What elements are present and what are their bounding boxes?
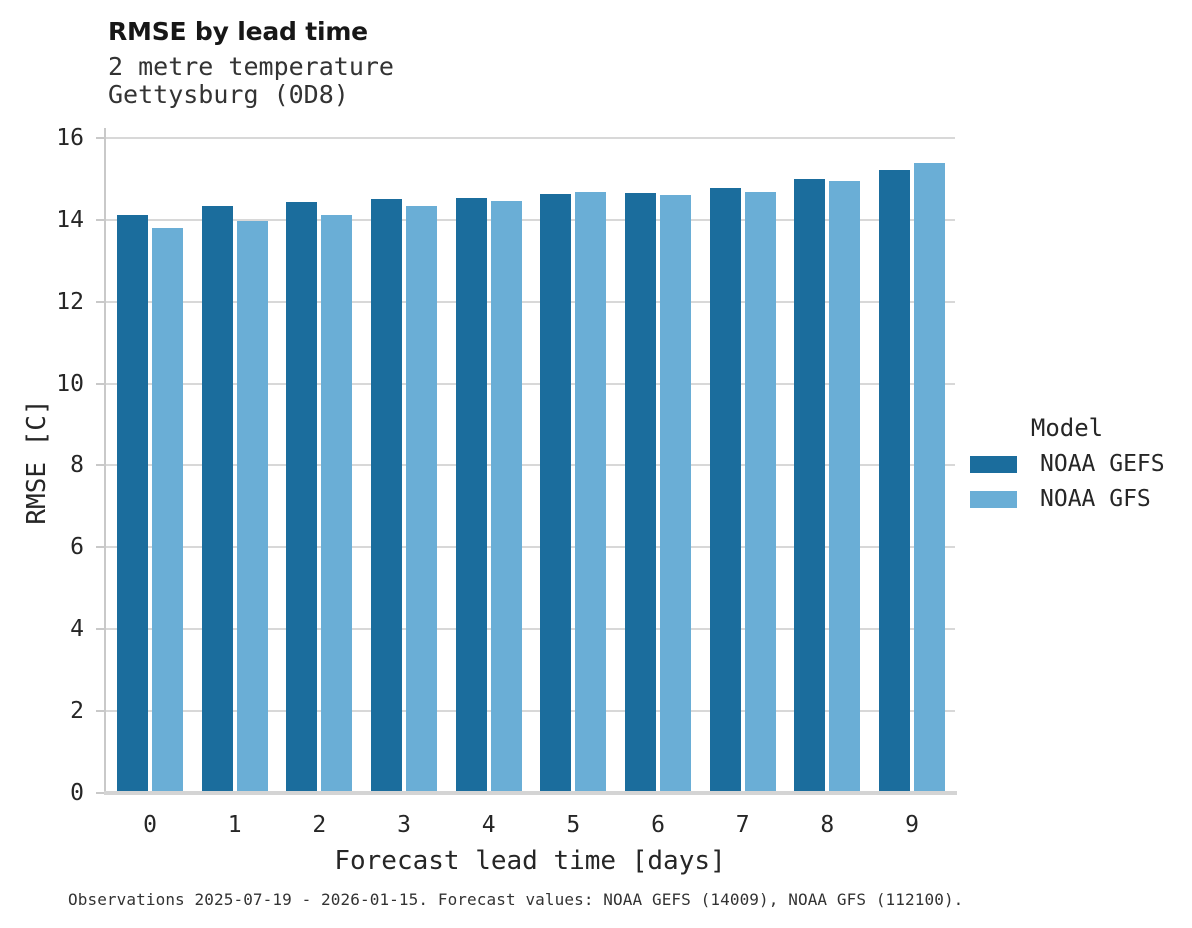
x-axis-line: [104, 791, 957, 795]
y-tick-mark-4: [96, 628, 104, 631]
legend-swatch-noaa-gefs: [970, 455, 1017, 473]
chart-title: RMSE by lead time: [108, 17, 368, 46]
y-tick-label-14: 14: [56, 206, 84, 233]
legend-label-noaa-gefs: NOAA GEFS: [1040, 451, 1165, 477]
x-tick-label-4: 4: [481, 812, 496, 838]
bar-noaa-gefs-day-6: [625, 192, 657, 791]
gridline-10: [106, 382, 955, 385]
y-tick-label-2: 2: [70, 698, 84, 725]
bar-noaa-gfs-day-3: [406, 205, 437, 791]
bar-noaa-gfs-day-4: [490, 200, 522, 791]
x-axis-title: Forecast lead time [days]: [334, 846, 726, 876]
y-tick-label-12: 12: [56, 288, 84, 315]
y-tick-label-16: 16: [56, 124, 84, 151]
bar-noaa-gfs-day-7: [744, 191, 776, 791]
gridline-8: [106, 464, 955, 467]
gridline-16: [106, 136, 955, 139]
bar-noaa-gfs-day-8: [829, 180, 861, 791]
bar-noaa-gefs-day-3: [371, 199, 402, 791]
bar-noaa-gefs-day-7: [709, 188, 741, 791]
chart-subtitle-variable: 2 metre temperature: [108, 52, 394, 81]
bar-noaa-gfs-day-0: [152, 227, 183, 791]
bar-noaa-gfs-day-6: [660, 194, 692, 791]
bar-noaa-gefs-day-0: [117, 215, 148, 791]
x-tick-label-1: 1: [227, 812, 242, 838]
bar-noaa-gfs-day-9: [914, 162, 946, 791]
bar-noaa-gefs-day-9: [879, 169, 911, 791]
x-tick-label-5: 5: [566, 812, 581, 838]
bar-noaa-gefs-day-4: [455, 198, 487, 791]
y-tick-mark-12: [96, 300, 104, 303]
bar-noaa-gefs-day-2: [286, 202, 318, 791]
gridline-14: [106, 218, 955, 221]
y-tick-mark-8: [96, 464, 104, 467]
y-tick-mark-14: [96, 218, 104, 221]
gridline-4: [106, 628, 955, 631]
bar-noaa-gefs-day-5: [540, 194, 572, 791]
y-tick-label-10: 10: [56, 370, 84, 397]
x-tick-label-8: 8: [820, 812, 835, 838]
x-tick-label-6: 6: [651, 812, 665, 838]
gridline-12: [106, 300, 955, 303]
footer-caption: Observations 2025-07-19 - 2026-01-15. Fo…: [68, 890, 964, 909]
legend-entry-noaa-gfs: NOAA GFS: [970, 486, 1151, 512]
y-tick-mark-2: [96, 710, 104, 713]
legend-swatch-noaa-gfs: [970, 490, 1017, 508]
y-tick-label-0: 0: [70, 780, 84, 806]
plot-area: [104, 128, 957, 795]
bar-noaa-gfs-day-2: [321, 214, 353, 791]
legend-title: Model: [1030, 414, 1104, 442]
y-tick-label-6: 6: [70, 534, 84, 561]
y-tick-mark-16: [96, 136, 104, 139]
x-tick-label-7: 7: [735, 812, 750, 838]
chart-subtitle-station: Gettysburg (0D8): [108, 80, 349, 109]
x-tick-label-9: 9: [905, 812, 919, 838]
gridline-2: [106, 710, 955, 713]
legend-label-noaa-gfs: NOAA GFS: [1040, 486, 1151, 512]
legend-entry-noaa-gefs: NOAA GEFS: [970, 451, 1165, 477]
y-axis-spine: [104, 128, 106, 795]
y-tick-mark-6: [96, 546, 104, 549]
y-tick-label-4: 4: [70, 616, 84, 643]
gridline-6: [106, 546, 955, 549]
y-tick-label-8: 8: [70, 452, 84, 479]
x-tick-label-3: 3: [397, 812, 411, 838]
y-tick-mark-10: [96, 382, 104, 385]
bar-noaa-gfs-day-1: [236, 221, 268, 791]
bar-noaa-gefs-day-8: [794, 178, 826, 791]
x-tick-label-2: 2: [312, 812, 327, 838]
bar-noaa-gefs-day-1: [201, 205, 233, 791]
x-tick-label-0: 0: [143, 812, 157, 838]
y-tick-mark-0: [96, 792, 104, 794]
bar-noaa-gfs-day-5: [575, 192, 607, 791]
